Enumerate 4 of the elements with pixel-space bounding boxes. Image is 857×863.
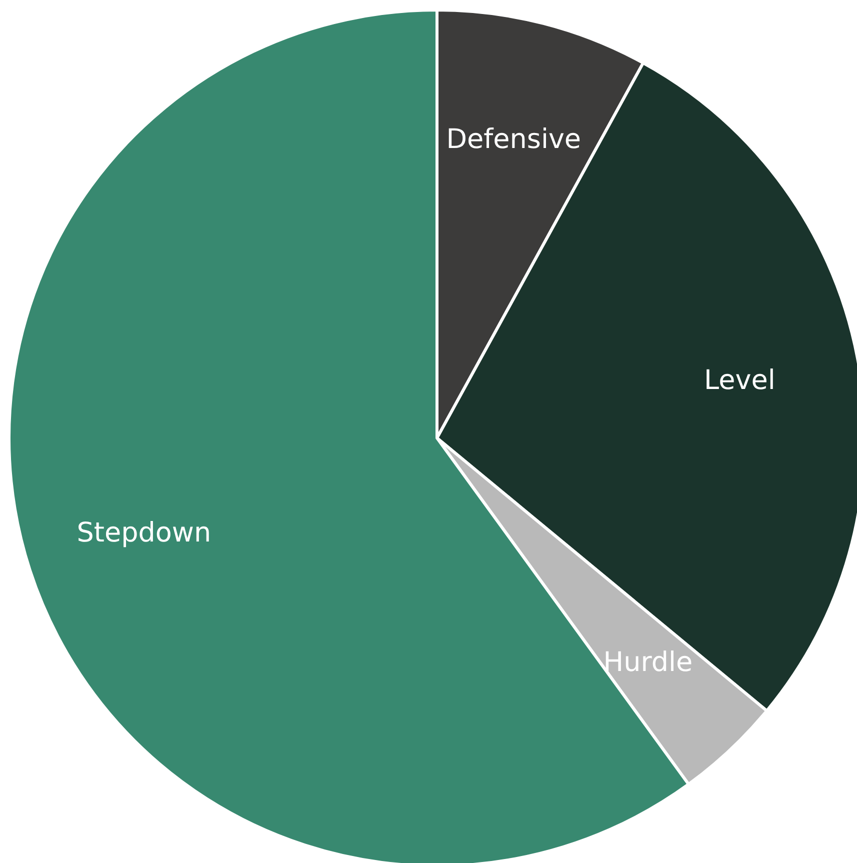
slice-label: Level bbox=[704, 364, 776, 396]
slice-label: Hurdle bbox=[603, 647, 693, 678]
slice-label: Defensive bbox=[446, 124, 582, 156]
slice-label: Stepdown bbox=[76, 518, 212, 549]
